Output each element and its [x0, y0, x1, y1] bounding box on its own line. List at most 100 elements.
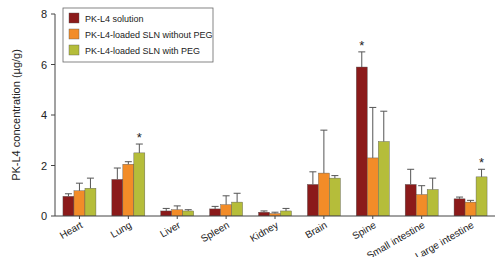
error-cap	[380, 111, 387, 112]
error-line	[79, 183, 80, 191]
bar	[416, 195, 427, 216]
error-bar	[223, 196, 230, 205]
error-cap	[331, 175, 338, 176]
legend-swatch	[69, 29, 79, 39]
error-bar	[125, 162, 132, 165]
error-cap	[369, 107, 376, 108]
legend: PK-L4 solutionPK-L4-loaded SLN without P…	[63, 8, 213, 62]
error-line	[226, 196, 227, 205]
y-tick	[51, 115, 55, 116]
error-line	[383, 111, 384, 141]
error-cap	[223, 195, 230, 196]
x-tick-label: Liver	[158, 219, 183, 240]
bar	[454, 199, 465, 216]
error-cap	[87, 178, 94, 179]
x-tick	[79, 216, 80, 219]
error-bar	[185, 210, 192, 211]
y-tick-label: 4	[41, 109, 47, 121]
y-tick	[51, 216, 55, 217]
bar	[307, 184, 318, 216]
y-tick	[51, 14, 55, 15]
x-tick	[470, 216, 471, 219]
x-tick-label: Brain	[303, 219, 329, 240]
chart: 02468PK-L4 concentration (µg/g)HeartLung…	[0, 0, 500, 257]
error-bar	[272, 212, 279, 213]
bar	[259, 212, 270, 216]
bar	[134, 153, 145, 216]
error-cap	[76, 183, 83, 184]
error-cap	[212, 206, 219, 207]
error-bar	[76, 183, 83, 191]
error-bar	[380, 111, 387, 141]
x-tick-label: Kidney	[248, 219, 280, 244]
error-bar	[87, 178, 94, 188]
error-bar	[456, 197, 463, 199]
x-tick	[323, 216, 324, 219]
y-tick	[51, 64, 55, 65]
legend-box	[63, 8, 213, 62]
error-line	[237, 193, 238, 202]
error-bar	[369, 107, 376, 158]
error-line	[361, 52, 362, 67]
y-tick-label: 8	[41, 8, 47, 20]
bar	[232, 202, 243, 216]
bar	[63, 196, 74, 216]
y-tick-label: 0	[41, 210, 47, 222]
bar	[172, 210, 183, 216]
error-bar	[429, 178, 436, 189]
error-cap	[407, 169, 414, 170]
x-tick	[226, 216, 227, 219]
bar	[405, 184, 416, 216]
error-line	[421, 186, 422, 195]
x-tick	[128, 216, 129, 219]
x-tick-label: Spine	[350, 219, 378, 242]
error-bar	[331, 176, 338, 179]
annotation: *	[137, 130, 142, 145]
error-bar	[418, 186, 425, 195]
bar	[356, 67, 367, 216]
bar	[85, 188, 96, 216]
error-cap	[234, 193, 241, 194]
error-bar	[163, 208, 170, 211]
error-line	[312, 172, 313, 185]
y-axis-label: PK-L4 concentration (µg/g)	[10, 49, 22, 181]
error-bar	[407, 169, 414, 184]
error-cap	[174, 205, 181, 206]
error-cap	[163, 208, 170, 209]
plot-area	[63, 52, 487, 216]
error-cap	[261, 210, 268, 211]
error-cap	[125, 161, 132, 162]
y-tick-label: 6	[41, 59, 47, 71]
bar	[183, 211, 194, 216]
error-bar	[261, 211, 268, 212]
bar	[427, 189, 438, 216]
y-tick-label: 2	[41, 160, 47, 172]
error-cap	[467, 200, 474, 201]
error-cap	[320, 130, 327, 131]
legend-label: PK-L4-loaded SLN without PEG	[85, 30, 213, 40]
error-line	[481, 169, 482, 177]
bar	[74, 191, 85, 216]
x-tick	[421, 216, 422, 219]
x-tick-label: Spleen	[199, 219, 231, 244]
bar	[210, 209, 221, 216]
error-line	[139, 144, 140, 153]
error-bar	[283, 208, 290, 211]
x-tick	[275, 216, 276, 219]
x-tick	[372, 216, 373, 219]
error-line	[90, 178, 91, 188]
error-line	[117, 168, 118, 179]
bar	[112, 179, 123, 216]
error-line	[372, 107, 373, 158]
error-line	[432, 178, 433, 189]
error-bar	[136, 144, 143, 153]
error-bar	[320, 130, 327, 173]
bar	[465, 202, 476, 216]
x-tick-label: Heart	[58, 219, 85, 241]
error-cap	[185, 209, 192, 210]
error-cap	[429, 178, 436, 179]
error-bar	[467, 200, 474, 202]
legend-swatch	[69, 13, 79, 23]
x-tick-label: Large intestine	[413, 219, 476, 257]
legend-label: PK-L4-loaded SLN with PEG	[85, 46, 200, 56]
